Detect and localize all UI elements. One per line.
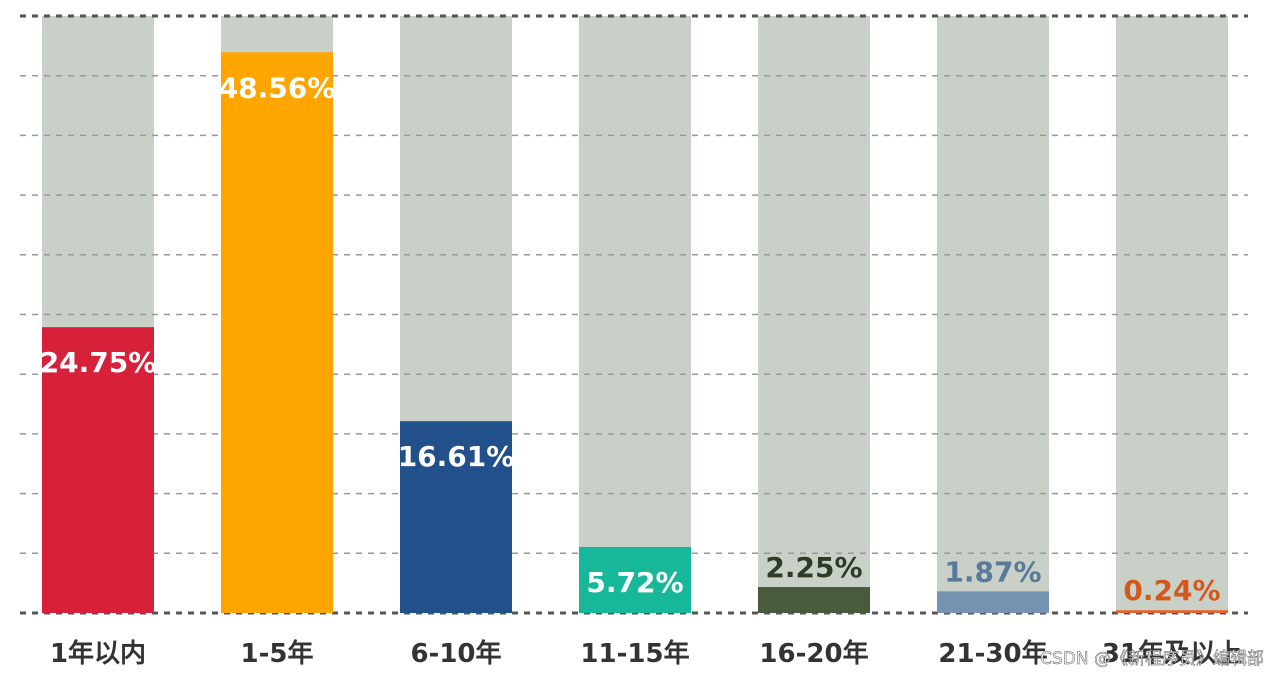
value-label: 48.56% [219, 71, 336, 104]
bar [400, 421, 512, 613]
value-label: 2.25% [765, 551, 862, 584]
x-tick-label: 1-5年 [241, 638, 314, 669]
value-label: 5.72% [586, 566, 683, 599]
bar [579, 546, 691, 613]
x-tick-label: 11-15年 [580, 638, 689, 669]
bar [937, 591, 1049, 613]
watermark: CSDN @《新程序员》编辑部 [1040, 649, 1264, 669]
x-tick-label: 31年及以上 [1102, 638, 1242, 669]
bar [1116, 610, 1228, 613]
x-tick-label: 16-20年 [759, 638, 868, 669]
value-label: 24.75% [40, 346, 157, 379]
value-label: 16.61% [398, 440, 515, 473]
x-tick-label: 1年以内 [50, 638, 146, 669]
value-label: 0.24% [1123, 574, 1220, 607]
bar [758, 587, 870, 613]
x-tick-label: 21-30年 [938, 638, 1047, 669]
value-label: 1.87% [944, 555, 1041, 588]
x-tick-label: 6-10年 [410, 638, 501, 669]
bar [42, 327, 154, 613]
bar [221, 52, 333, 614]
